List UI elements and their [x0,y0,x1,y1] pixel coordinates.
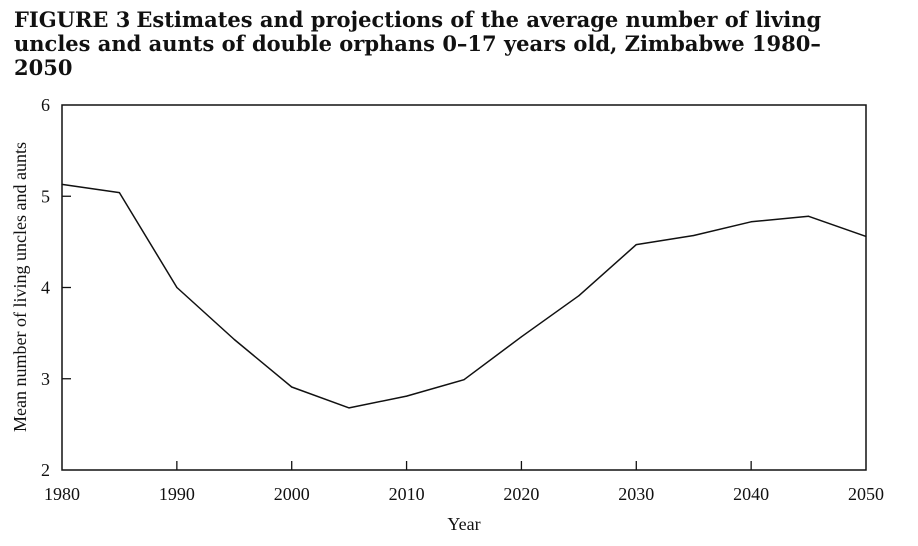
x-tick-label-2030: 2030 [618,484,654,504]
x-tick-label-2050: 2050 [848,484,884,504]
data-point-2045 [807,215,810,217]
x-axis-ticks: 1980 1990 2000 2010 2020 2030 2040 2050 [44,461,884,504]
data-point-2010 [405,395,408,397]
data-point-1995 [233,338,235,341]
data-point-1990 [176,286,178,289]
y-axis-ticks: 2 3 4 5 6 [41,95,71,480]
chart-title-text: Estimates and projections of the average… [14,7,822,80]
y-tick-label-2: 2 [41,460,50,480]
data-point-2030 [635,244,637,246]
y-tick-label-5: 5 [41,186,50,206]
data-point-2015 [463,379,465,381]
chart-title: FIGURE 3 Estimates and projections of the… [14,8,874,80]
x-tick-label-2020: 2020 [503,484,539,504]
data-point-2035 [693,234,695,237]
y-axis-title: Mean number of living uncles and aunts [10,142,30,432]
y-tick-label-3: 3 [41,369,50,389]
x-tick-label-1980: 1980 [44,484,80,504]
series-line-0 [61,183,867,409]
data-point-1980 [61,183,63,185]
x-tick-label-2010: 2010 [389,484,425,504]
data-point-2020 [520,336,523,338]
series-layer [61,183,867,409]
data-point-1985 [118,192,121,194]
data-point-2040 [750,221,752,223]
figure-label: FIGURE 3 [14,7,131,32]
y-tick-label-6: 6 [41,95,50,115]
x-tick-label-1990: 1990 [159,484,195,504]
data-point-2025 [578,295,580,297]
plot-frame [61,104,867,471]
data-point-2050 [865,235,867,237]
y-tick-label-4: 4 [41,278,50,298]
x-tick-label-2000: 2000 [274,484,310,504]
data-point-2005 [348,407,350,409]
x-axis-title: Year [447,514,480,534]
x-tick-label-2040: 2040 [733,484,769,504]
data-point-2000 [291,386,293,388]
